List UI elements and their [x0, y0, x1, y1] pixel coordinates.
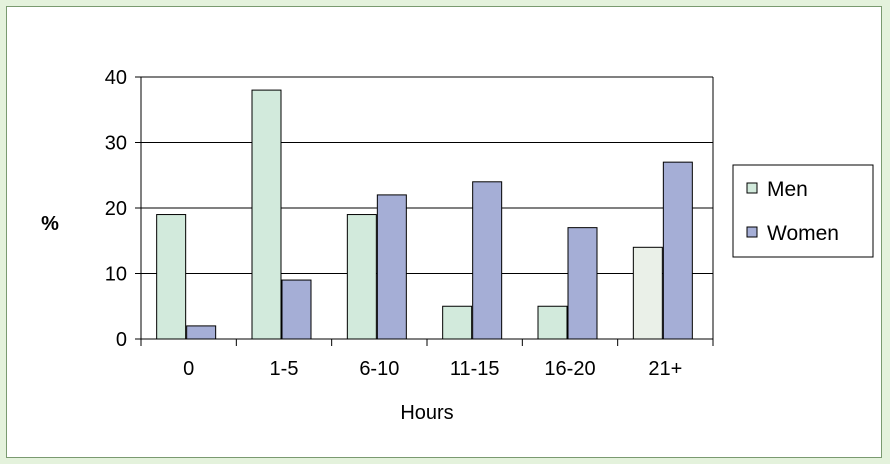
legend-label-women: Women: [767, 222, 839, 245]
bar-men-21+: [632, 246, 663, 340]
bar-men-0: [156, 214, 187, 340]
bar-women-11-15: [472, 181, 503, 340]
x-axis-title: Hours: [400, 402, 453, 424]
x-tick-label: 1-5: [270, 358, 299, 380]
legend-box: [732, 164, 874, 258]
y-axis-title: %: [41, 213, 59, 235]
bar-men-16-20: [537, 305, 568, 340]
x-tick-label: 21+: [648, 358, 682, 380]
bar-women-0: [186, 325, 217, 340]
y-tick-label: 10: [105, 264, 127, 286]
y-tick-label: 20: [105, 198, 127, 220]
bar-women-21+: [662, 161, 693, 340]
legend-swatch-men: [746, 182, 758, 194]
x-tick-label: 11-15: [450, 358, 500, 380]
legend-swatch-women: [746, 226, 758, 238]
gridlines: [141, 76, 713, 274]
y-tick-label: 40: [105, 67, 127, 89]
bar-men-6-10: [346, 214, 377, 340]
bar-men-11-15: [442, 305, 473, 340]
bar-men-1-5: [251, 89, 282, 340]
axes: [135, 76, 714, 346]
legend: Men Women: [732, 164, 874, 258]
x-tick-label: 16-20: [544, 358, 595, 380]
x-tick-label: 6-10: [359, 358, 399, 380]
y-tick-labels: 0 10 20 30 40: [105, 67, 127, 351]
bars: [156, 89, 693, 340]
bar-women-16-20: [567, 227, 598, 340]
bar-women-6-10: [376, 194, 407, 340]
legend-label-men: Men: [767, 178, 808, 201]
x-tick-label: 0: [183, 358, 194, 380]
chart-frame: 0 10 20 30 40 0 1-5 6-10 11-15 16-20 21+ Hours % …: [6, 6, 882, 458]
y-tick-label: 30: [105, 133, 127, 155]
bar-women-1-5: [281, 279, 312, 340]
y-tick-label: 0: [116, 329, 127, 351]
x-tick-labels: 0 1-5 6-10 11-15 16-20 21+: [183, 358, 682, 380]
